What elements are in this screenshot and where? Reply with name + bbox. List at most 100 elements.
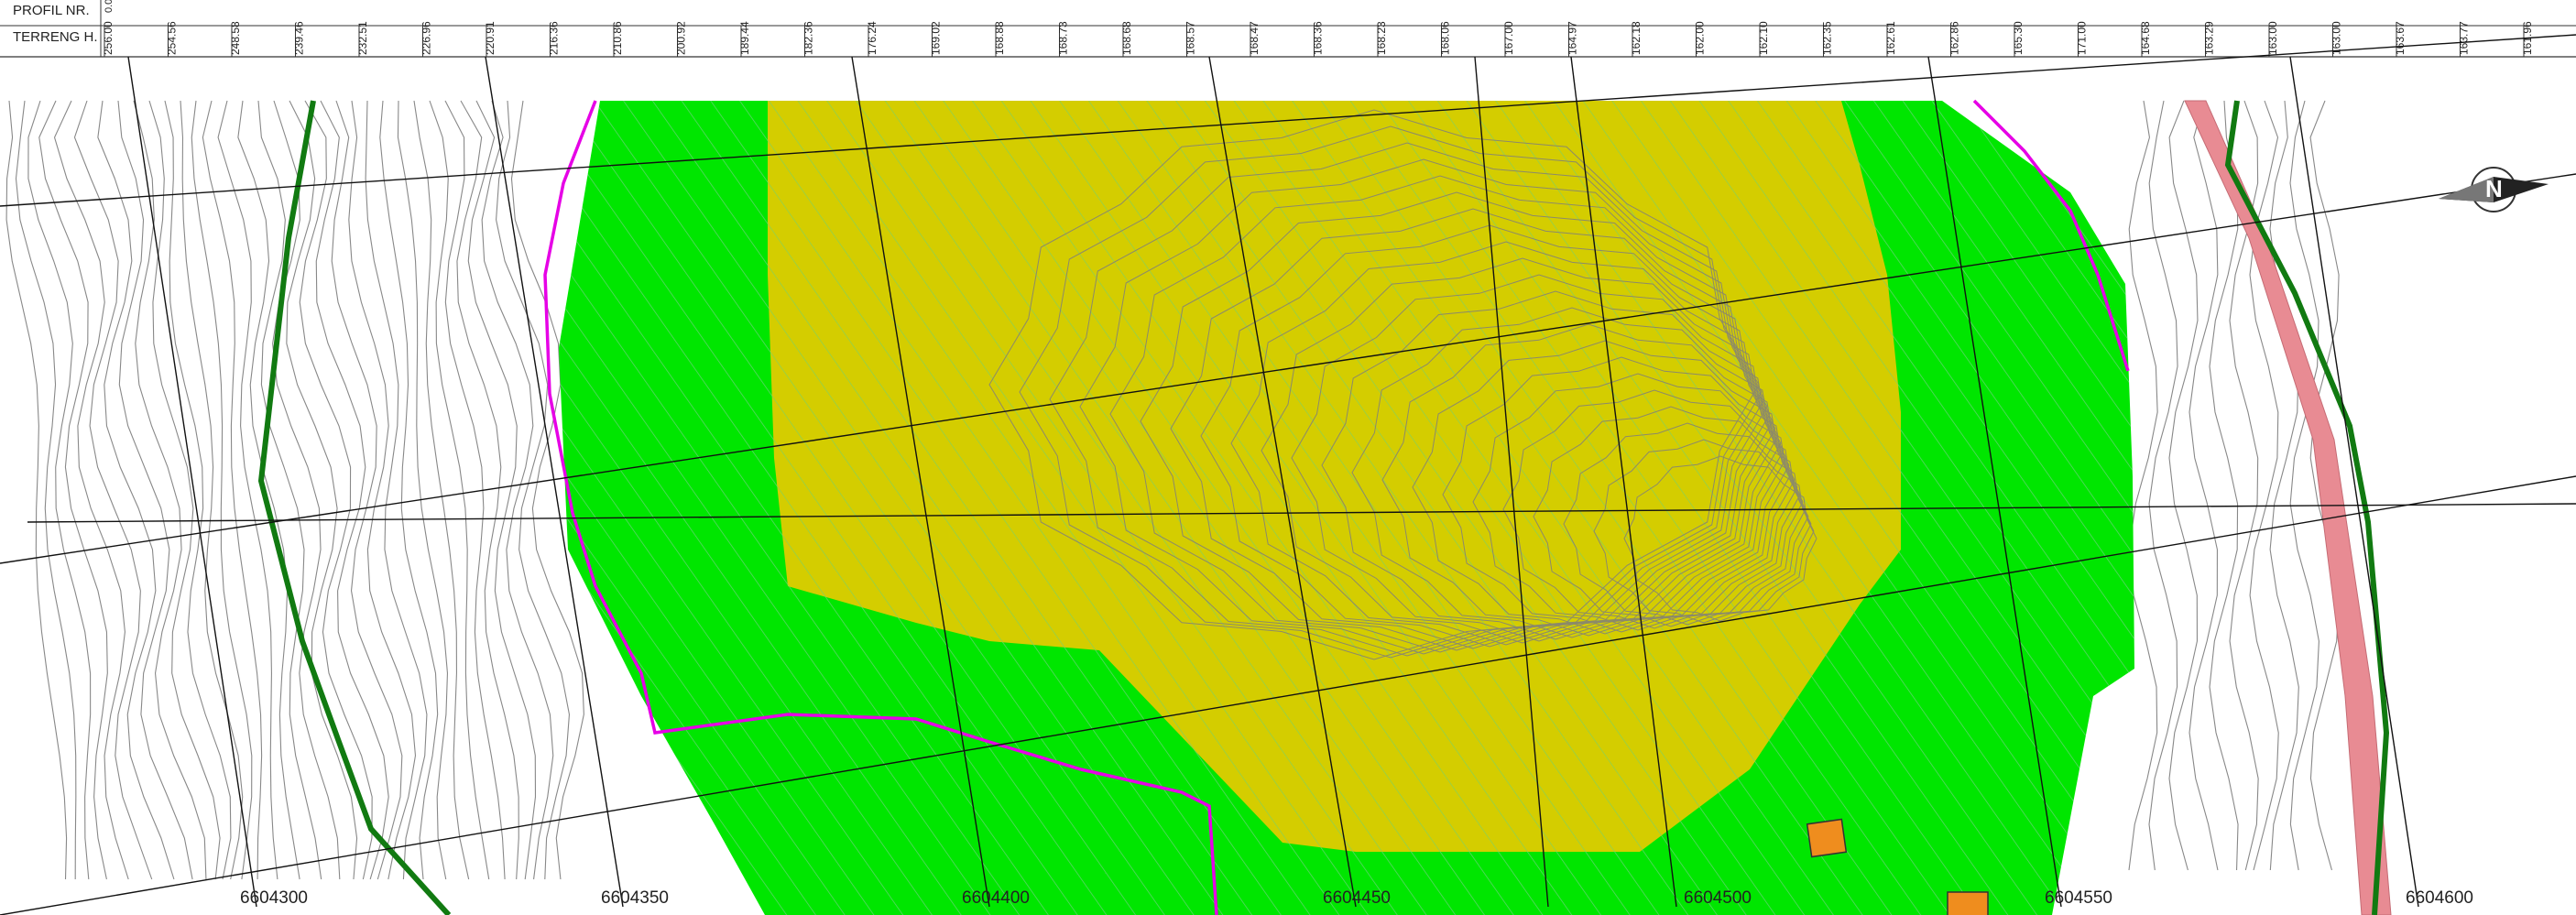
contour-line <box>53 100 129 880</box>
profil-label: PROFIL NR. <box>13 3 90 18</box>
terrain-height-label: 168.36 <box>1312 21 1325 55</box>
contour-line <box>148 100 221 880</box>
terreng-label: TERRENG H. <box>13 29 98 45</box>
terrain-height-label: 168.47 <box>1248 21 1261 55</box>
building <box>1806 818 1848 858</box>
terrain-height-label: 168.73 <box>1057 21 1070 55</box>
contour-line <box>1623 455 1817 622</box>
contour-line <box>27 100 92 880</box>
contour-line <box>97 100 175 880</box>
terrain-height-label: 168.68 <box>1120 21 1133 55</box>
terrain-height-label: 162.18 <box>1630 21 1643 55</box>
contour-line <box>272 100 341 880</box>
contour-line <box>379 100 439 880</box>
north-arrow-icon: N <box>2439 167 2549 212</box>
profile-header: PROFIL NR. TERRENG H. 0.0 256.00 254.56 24… <box>0 0 2576 58</box>
contour-line <box>2309 100 2341 871</box>
terrain-height-label: 168.23 <box>1375 21 1388 55</box>
terrain-height-label: 226.96 <box>420 21 433 55</box>
contour-line <box>237 100 300 880</box>
contour-line <box>429 100 490 880</box>
contour-line <box>217 100 278 880</box>
terrain-height-label: 239.46 <box>293 21 306 55</box>
terrain-height-label: 162.61 <box>1884 21 1897 55</box>
terrain-height-label: 167.00 <box>1502 21 1515 55</box>
coordinate-label: 6604600 <box>2406 888 2473 908</box>
contour-line <box>117 100 193 880</box>
contour-line <box>331 100 403 880</box>
terrain-height-label: 182.36 <box>802 21 815 55</box>
contour-line <box>180 100 244 880</box>
terrain-height-label: 169.02 <box>930 21 943 55</box>
terrain-height-label: 210.86 <box>611 21 624 55</box>
building <box>1947 891 1989 915</box>
contour-lines <box>5 100 2341 880</box>
profil-value: 0.0 <box>104 0 115 13</box>
contour-line <box>202 100 263 880</box>
trail-east <box>2224 100 2390 915</box>
contour-line <box>38 100 108 880</box>
contour-line <box>496 100 571 880</box>
contour-line <box>413 100 470 880</box>
coordinate-label: 6604300 <box>240 888 308 908</box>
contour-line <box>2289 100 2319 871</box>
terrain-height-label: 176.24 <box>866 21 879 55</box>
contour-line <box>286 100 358 880</box>
coordinate-label: 6604450 <box>1323 888 1391 908</box>
terrain-height-label: 216.36 <box>548 21 561 55</box>
coordinate-labels: 6604300 6604350 6604400 6604450 6604500 66045… <box>240 888 2473 908</box>
terrain-height-label: 168.06 <box>1439 21 1452 55</box>
contour-line <box>2209 100 2239 871</box>
terrain-height-label: 200.92 <box>675 21 688 55</box>
terrain-height-label: 248.58 <box>229 21 242 55</box>
terrain-height-label: 162.86 <box>1948 21 1961 55</box>
terrain-height-label: 162.35 <box>1821 21 1834 55</box>
contour-line <box>191 100 253 880</box>
terrain-height-label: 256.00 <box>102 21 115 55</box>
contour-line <box>257 100 322 880</box>
contour-line <box>365 100 428 880</box>
terrain-height-label: 164.68 <box>2139 21 2152 55</box>
contour-line <box>2128 100 2158 871</box>
contour-line <box>164 100 232 880</box>
contour-line <box>15 100 77 880</box>
contour-line <box>467 100 537 880</box>
contour-line <box>73 100 153 880</box>
coordinate-label: 6604400 <box>962 888 1030 908</box>
terrain-height-label: 162.10 <box>1757 21 1770 55</box>
terrain-height-label: 163.77 <box>2458 21 2471 55</box>
road <box>2184 100 2392 915</box>
coordinate-label: 6604500 <box>1684 888 1752 908</box>
terrain-height-label: 163.29 <box>2203 21 2216 55</box>
contour-line <box>510 100 584 880</box>
contour-line <box>2189 100 2219 871</box>
terrain-height-label: 189.44 <box>738 21 751 55</box>
contour-line <box>133 100 207 880</box>
terrain-height-label: 168.57 <box>1184 21 1197 55</box>
trail-west <box>257 100 452 915</box>
terrain-height-label: 163.67 <box>2394 21 2407 55</box>
coordinate-label: 6604350 <box>601 888 669 908</box>
north-label: N <box>2485 175 2503 202</box>
profile-lines <box>0 34 2576 915</box>
contour-line <box>2269 100 2299 871</box>
terrain-height-labels: 256.00 254.56 248.58 239.46 232.51 226.96 220.… <box>102 21 2534 57</box>
contour-line <box>444 100 506 880</box>
inner-contours <box>988 109 1817 660</box>
terrain-height-label: 162.00 <box>1694 21 1707 55</box>
terrain-height-label: 164.97 <box>1566 21 1579 55</box>
contour-line <box>397 100 449 880</box>
terrain-height-label: 165.30 <box>2012 21 2025 55</box>
terrain-height-label: 163.00 <box>2330 21 2343 55</box>
terrain-height-label: 163.00 <box>2266 21 2279 55</box>
boundary-line <box>543 100 1218 915</box>
terrain-height-label: 254.56 <box>166 21 179 55</box>
contour-line <box>2148 100 2178 871</box>
contour-line <box>315 100 389 880</box>
terrain-height-label: 171.00 <box>2076 21 2089 55</box>
contour-line <box>299 100 373 880</box>
terrain-height-label: 220.91 <box>484 21 497 55</box>
terrain-height-label: 232.51 <box>356 21 369 55</box>
